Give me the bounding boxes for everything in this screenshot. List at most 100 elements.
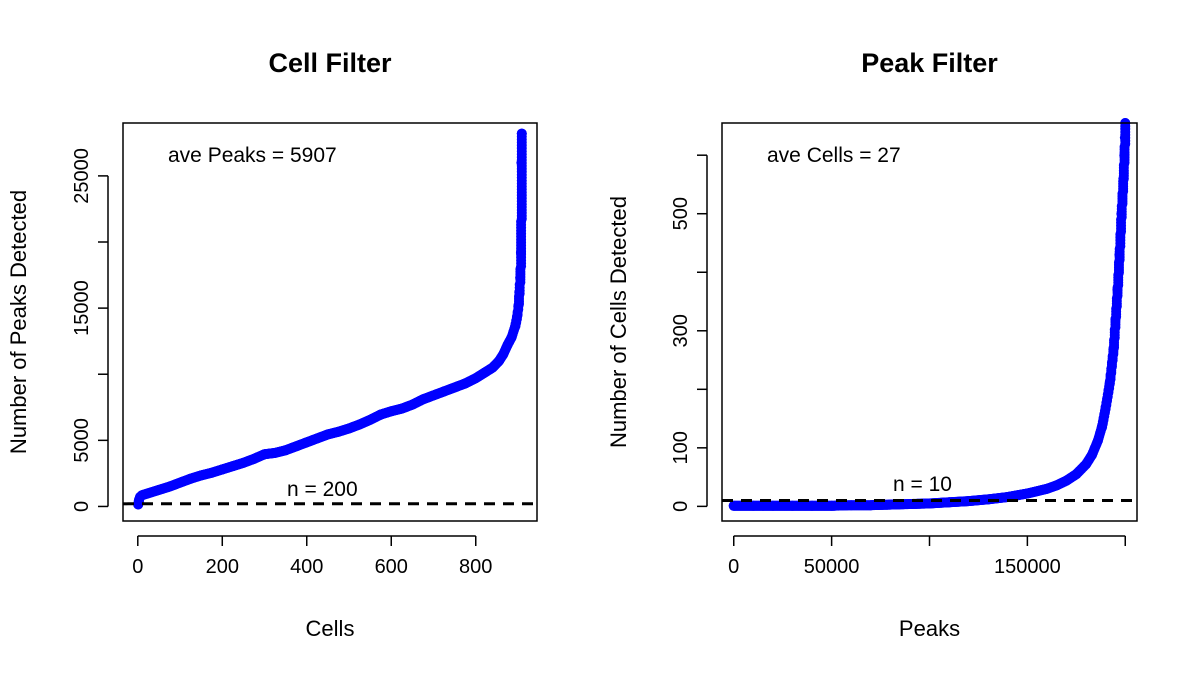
data-point <box>460 378 471 389</box>
data-point <box>301 437 312 448</box>
data-point <box>164 481 175 492</box>
y-tick-label: 300 <box>670 314 692 347</box>
data-point <box>728 500 739 511</box>
data-point <box>1119 150 1130 161</box>
y-tick-label: 0 <box>670 501 692 512</box>
threshold-label: n = 200 <box>287 478 358 501</box>
data-point <box>510 321 521 332</box>
data-point <box>354 419 365 430</box>
chart-title: Cell Filter <box>268 48 392 78</box>
data-point <box>512 311 523 322</box>
data-point <box>1051 480 1062 491</box>
data-point <box>280 445 291 456</box>
data-point <box>386 406 397 417</box>
data-point <box>270 447 281 458</box>
data-point <box>375 409 386 420</box>
data-point <box>516 157 527 168</box>
data-point <box>449 382 460 393</box>
data-point <box>502 340 513 351</box>
y-tick-label: 5000 <box>71 418 93 463</box>
data-point <box>259 449 270 460</box>
data-point <box>826 500 837 511</box>
data-point <box>515 272 526 283</box>
data-point <box>1114 249 1125 260</box>
data-point <box>1061 475 1072 486</box>
data-point <box>143 488 154 499</box>
data-point <box>344 423 355 434</box>
data-point <box>1086 449 1097 460</box>
data-point <box>1092 435 1103 446</box>
data-point <box>428 390 439 401</box>
data-point <box>175 477 186 488</box>
peak-filter-panel: Peak Filter n = 10 ave Cells = 27 0 50000 150… <box>606 48 1138 641</box>
data-point <box>515 247 526 258</box>
data-points <box>133 128 527 510</box>
data-point <box>1119 132 1130 143</box>
data-point <box>1041 483 1052 494</box>
data-point <box>365 414 376 425</box>
x-tick-label: 200 <box>206 556 239 578</box>
data-point <box>333 426 344 437</box>
x-tick-label: 150000 <box>994 556 1061 578</box>
data-point <box>291 441 302 452</box>
cell-filter-panel: Cell Filter n = 200 ave Peaks = 5907 0 200 40… <box>6 48 538 641</box>
data-point <box>1110 314 1121 325</box>
y-axis-label: Number of Cells Detected <box>606 196 631 448</box>
data-point <box>470 373 481 384</box>
data-point <box>312 433 323 444</box>
data-point <box>227 461 238 472</box>
data-point <box>498 349 509 360</box>
data-point <box>217 464 228 475</box>
data-point <box>1081 459 1092 470</box>
plot-frame <box>721 122 1138 522</box>
data-point <box>1118 173 1129 184</box>
threshold-label: n = 10 <box>893 473 952 496</box>
data-point <box>944 497 955 508</box>
data-point <box>1104 378 1115 389</box>
data-point <box>506 332 517 343</box>
y-tick-label: 25000 <box>71 148 93 204</box>
data-point <box>787 500 798 511</box>
y-tick-label: 500 <box>670 197 692 230</box>
data-point <box>516 128 527 139</box>
data-point <box>846 500 857 511</box>
data-point <box>153 484 164 495</box>
y-axis-label: Number of Peaks Detected <box>6 190 31 454</box>
data-point <box>513 300 524 311</box>
data-point <box>479 367 490 378</box>
data-point <box>885 499 896 510</box>
y-tick-label: 0 <box>71 501 93 512</box>
data-points <box>728 118 1131 511</box>
x-axis-label: Peaks <box>899 616 960 641</box>
data-point <box>396 403 407 414</box>
data-point <box>238 457 249 468</box>
x-tick-label: 50000 <box>804 556 860 578</box>
data-point <box>1116 208 1127 219</box>
x-tick-label: 800 <box>459 556 492 578</box>
data-point <box>1096 422 1107 433</box>
x-tick-label: 400 <box>290 556 323 578</box>
x-tick-label: 0 <box>728 556 739 578</box>
data-point <box>767 500 778 511</box>
data-point <box>206 467 217 478</box>
plot-frame <box>122 122 538 522</box>
data-point <box>1108 343 1119 354</box>
data-point <box>1100 401 1111 412</box>
data-point <box>487 362 498 373</box>
data-point <box>417 394 428 405</box>
x-axis-label: Cells <box>306 616 355 641</box>
y-tick-label: 100 <box>670 431 692 464</box>
data-point <box>1071 469 1082 480</box>
average-annotation: ave Peaks = 5907 <box>168 144 337 167</box>
data-point <box>865 500 876 511</box>
data-point <box>322 429 333 440</box>
data-point <box>1112 284 1123 295</box>
data-point <box>185 473 196 484</box>
data-point <box>748 500 759 511</box>
data-point <box>407 399 418 410</box>
chart-title: Peak Filter <box>861 48 998 78</box>
data-point <box>248 453 259 464</box>
x-tick-label: 600 <box>375 556 408 578</box>
data-point <box>807 500 818 511</box>
